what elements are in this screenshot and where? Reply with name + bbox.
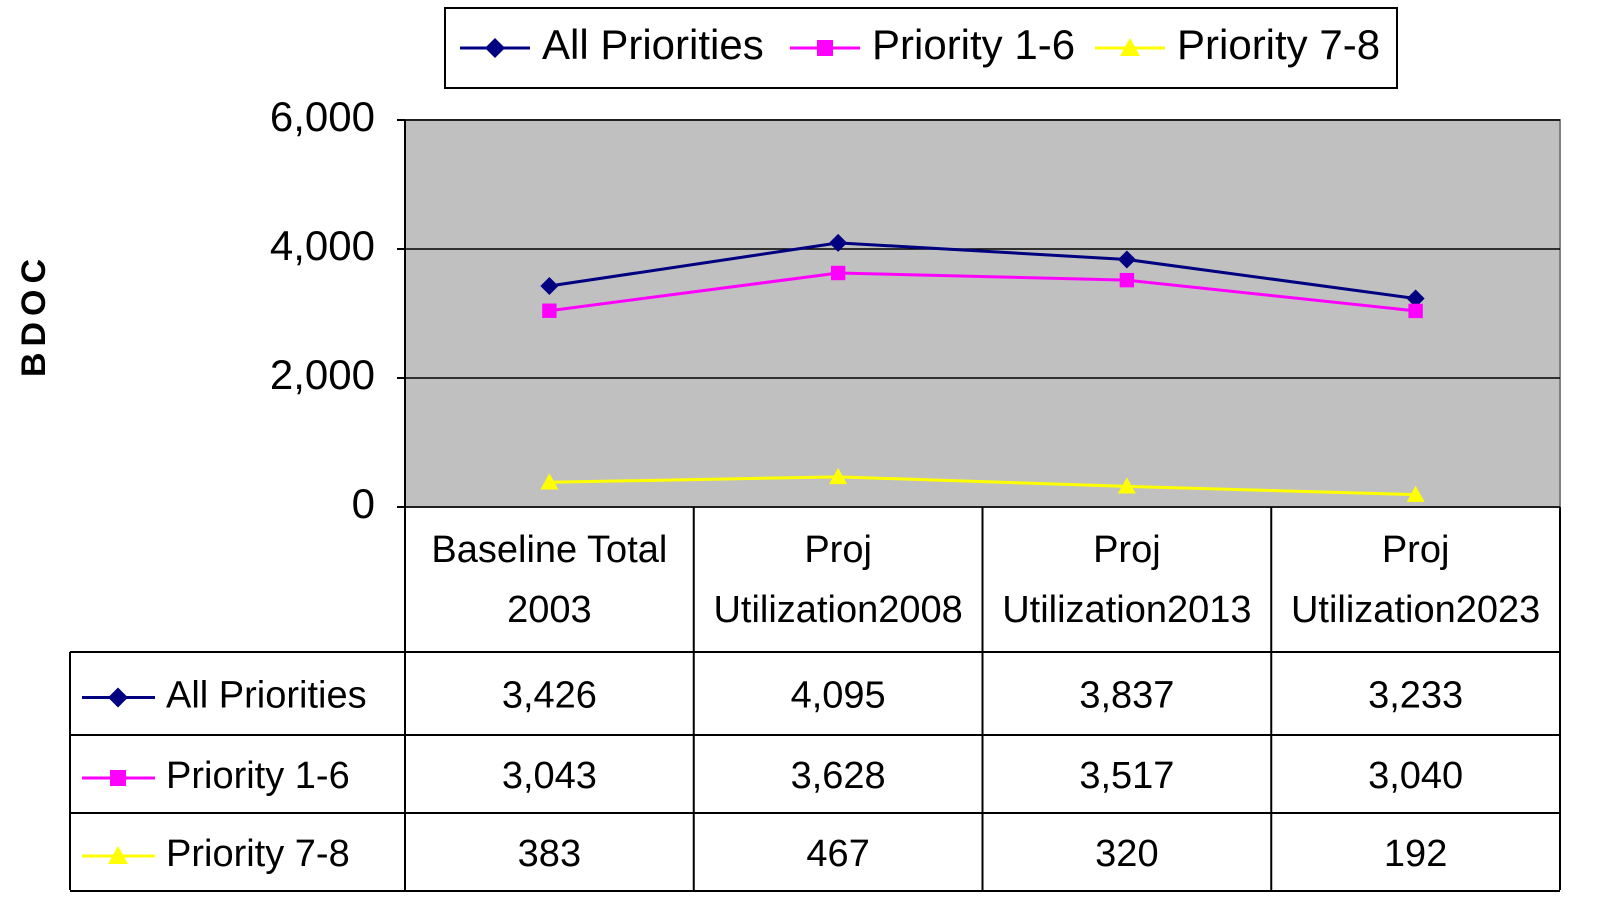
row-label: Priority 1-6 bbox=[166, 755, 350, 797]
marker bbox=[542, 303, 557, 318]
marker bbox=[540, 277, 559, 296]
marker bbox=[108, 687, 128, 708]
marker bbox=[829, 233, 848, 252]
plot-area bbox=[404, 119, 1561, 508]
y-axis-label: BDOC bbox=[15, 253, 53, 377]
marker bbox=[1117, 477, 1136, 494]
x-tick-label: Proj bbox=[804, 529, 872, 571]
legend-label: Priority 7-8 bbox=[1177, 21, 1380, 68]
legend-label: Priority 1-6 bbox=[872, 21, 1075, 68]
data-label: 3,043 bbox=[502, 755, 597, 797]
row-label: All Priorities bbox=[166, 675, 367, 717]
x-tick-label: Baseline Total bbox=[431, 529, 667, 571]
marker bbox=[1117, 250, 1136, 269]
row-label: Priority 7-8 bbox=[166, 833, 350, 875]
marker bbox=[1406, 289, 1425, 308]
marker bbox=[1406, 485, 1425, 502]
marker bbox=[1120, 38, 1140, 56]
data-label: 4,095 bbox=[791, 675, 886, 717]
x-tick-label: Utilization2013 bbox=[1002, 589, 1251, 631]
marker bbox=[108, 846, 128, 864]
y-tick-label: 0 bbox=[352, 480, 375, 527]
data-label: 3,628 bbox=[791, 755, 886, 797]
legend-label: All Priorities bbox=[542, 21, 764, 68]
x-tick-label: Utilization2008 bbox=[713, 589, 962, 631]
legend bbox=[444, 7, 1398, 89]
data-label: 467 bbox=[806, 833, 869, 875]
data-label: 3,426 bbox=[502, 675, 597, 717]
x-tick-label: Utilization2023 bbox=[1291, 589, 1540, 631]
x-tick-label: 2003 bbox=[507, 589, 592, 631]
data-label: 383 bbox=[518, 833, 581, 875]
marker bbox=[830, 265, 846, 281]
x-tick-label: Proj bbox=[1382, 529, 1450, 571]
y-tick-label: 4,000 bbox=[270, 222, 375, 269]
marker bbox=[110, 770, 126, 786]
series-line bbox=[549, 271, 1416, 313]
marker bbox=[829, 467, 848, 485]
series-line bbox=[549, 241, 1416, 300]
y-tick-label: 2,000 bbox=[270, 351, 375, 398]
data-label: 320 bbox=[1095, 833, 1158, 875]
marker bbox=[540, 473, 559, 490]
data-label: 3,517 bbox=[1079, 755, 1174, 797]
data-label: 192 bbox=[1384, 833, 1447, 875]
marker bbox=[1408, 303, 1423, 319]
data-label: 3,040 bbox=[1368, 755, 1463, 797]
data-label: 3,233 bbox=[1368, 675, 1463, 717]
marker bbox=[817, 40, 833, 56]
series-line bbox=[549, 475, 1416, 497]
marker bbox=[1119, 272, 1135, 288]
data-label: 3,837 bbox=[1079, 675, 1174, 717]
y-tick-label: 6,000 bbox=[270, 93, 375, 140]
marker bbox=[485, 38, 505, 58]
x-tick-label: Proj bbox=[1093, 529, 1161, 571]
